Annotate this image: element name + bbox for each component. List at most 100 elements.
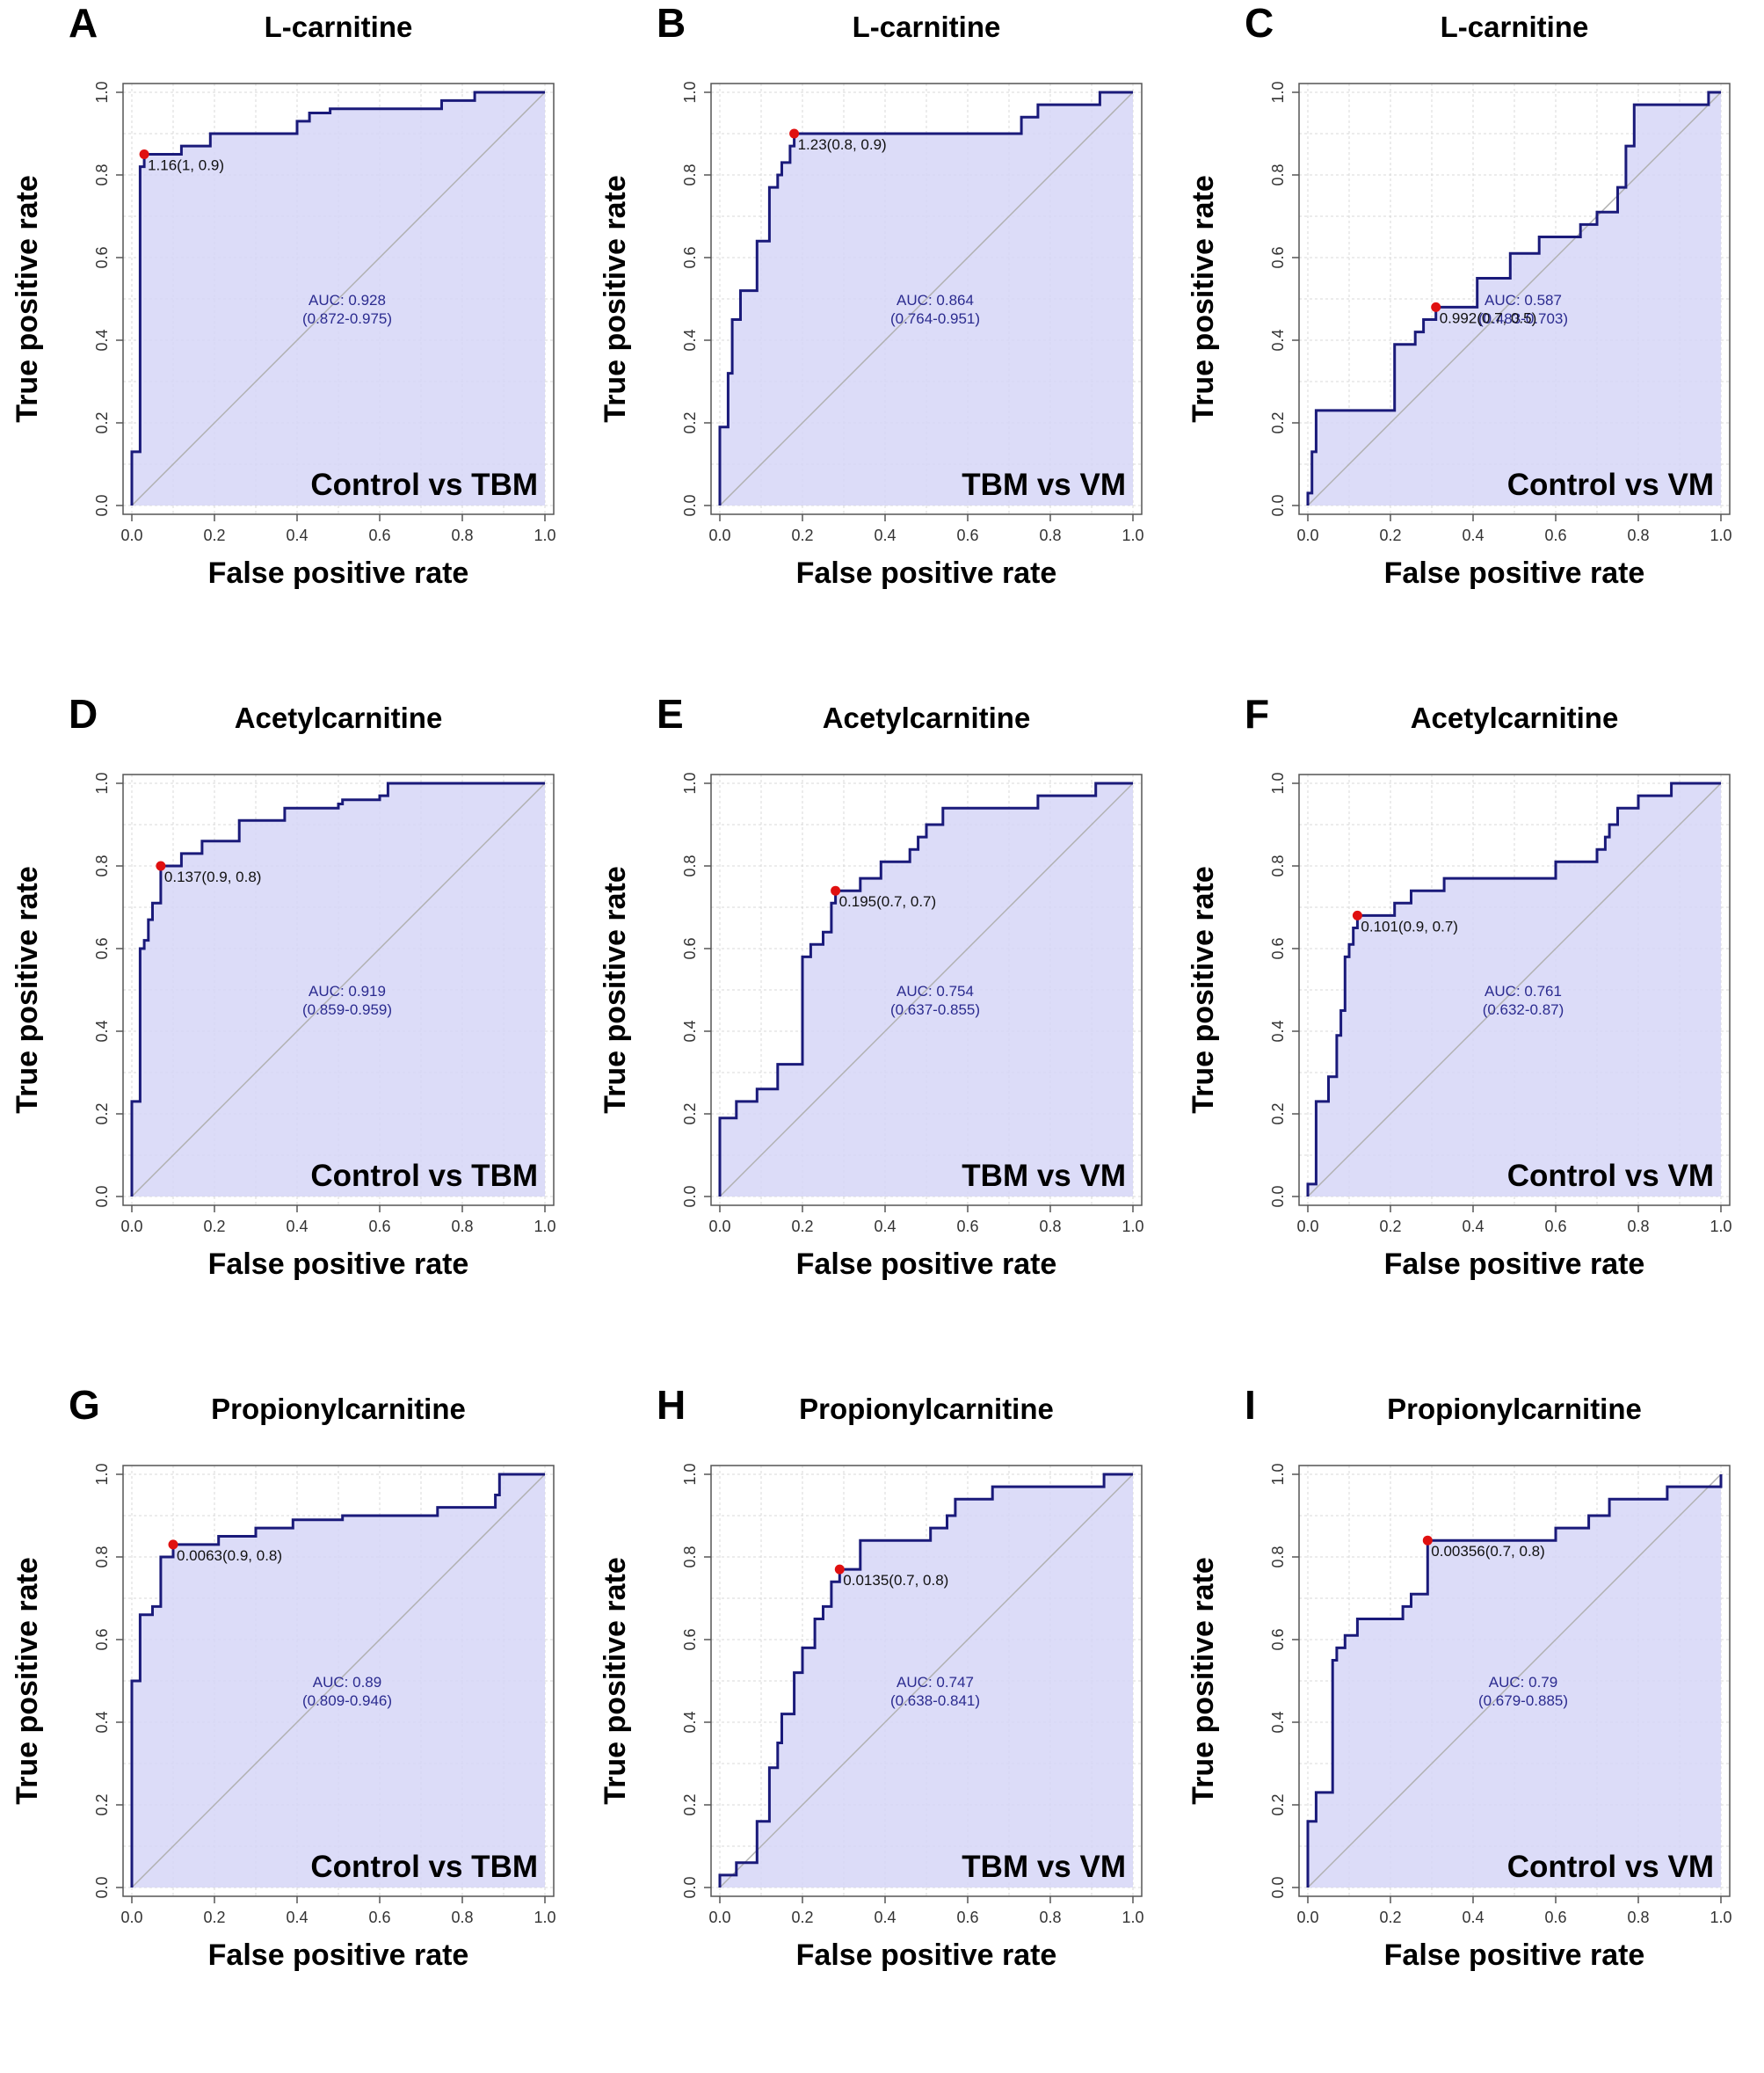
- threshold-label: 0.00356(0.7, 0.8): [1431, 1543, 1544, 1560]
- threshold-point: [831, 885, 841, 896]
- x-axis-label: False positive rate: [1384, 556, 1645, 590]
- x-tick-label: 1.0: [1710, 1218, 1731, 1235]
- y-tick-label: 0.2: [93, 1793, 111, 1815]
- chart-title: Acetylcarnitine: [823, 702, 1031, 734]
- x-axis-label: False positive rate: [796, 1247, 1057, 1281]
- y-tick-label: 0.4: [93, 329, 111, 351]
- y-tick-label: 0.2: [1269, 1102, 1287, 1124]
- x-tick-label: 0.6: [368, 1218, 390, 1235]
- y-tick-label: 0.0: [1269, 1185, 1287, 1207]
- y-tick-label: 1.0: [681, 1463, 699, 1485]
- chart-title: L-carnitine: [265, 11, 413, 43]
- roc-curve: [1306, 782, 1721, 1197]
- threshold-label: 0.0135(0.7, 0.8): [843, 1572, 948, 1589]
- x-tick-label: 0.2: [1379, 1218, 1401, 1235]
- auc-ci-label: (0.632-0.87): [1483, 1001, 1564, 1018]
- threshold-point: [1431, 302, 1441, 312]
- x-axis-label: False positive rate: [208, 556, 469, 590]
- threshold-point: [1352, 910, 1362, 920]
- y-tick-label: 0.4: [1269, 1711, 1287, 1733]
- panel-letter: A: [69, 0, 98, 46]
- reference-diagonal: [719, 1473, 1134, 1888]
- plot-frame: [710, 774, 1143, 1206]
- y-tick-label: 1.0: [1269, 1463, 1287, 1485]
- reference-diagonal: [1307, 782, 1722, 1197]
- threshold-point: [168, 1539, 178, 1550]
- x-tick-label: 0.0: [120, 527, 142, 544]
- comparison-label: Control vs VM: [1507, 1850, 1714, 1884]
- x-axis-label: False positive rate: [208, 1938, 469, 1972]
- auc-ci-label: (0.872-0.975): [302, 310, 392, 327]
- roc-chart-i: I Propionylcarnitine 0.0 0.0 0.2 0.2 0.4 0.4 0.6…: [1187, 1382, 1732, 1972]
- auc-ci-label: (0.483-0.703): [1478, 310, 1568, 327]
- x-tick-label: 0.2: [791, 527, 813, 544]
- roc-curve: [1306, 91, 1721, 506]
- roc-chart-h: H Propionylcarnitine 0.0 0.0 0.2 0.2 0.4 0.4 0.6…: [599, 1382, 1144, 1972]
- x-tick-label: 0.0: [708, 1909, 730, 1926]
- roc-chart-d: D Acetylcarnitine 0.0 0.0 0.2 0.2 0.4 0.4 0.6 0.6…: [11, 691, 556, 1281]
- y-tick-label: 0.6: [681, 1628, 699, 1650]
- comparison-label: TBM vs VM: [962, 1850, 1126, 1884]
- y-tick-label: 0.0: [1269, 494, 1287, 516]
- roc-chart-c: C L-carnitine 0.0 0.0 0.2 0.2 0.4 0.4 0.6 0.6 0.8 0…: [1187, 0, 1732, 590]
- comparison-label: Control vs TBM: [310, 468, 538, 502]
- x-tick-label: 1.0: [534, 527, 555, 544]
- chart-title: Acetylcarnitine: [235, 702, 443, 734]
- x-tick-label: 0.4: [874, 1909, 896, 1926]
- x-tick-label: 1.0: [1710, 527, 1731, 544]
- roc-curve: [130, 91, 545, 506]
- roc-panel-b: B L-carnitine 0.0 0.0 0.2 0.2 0.4 0.4 0.6 0.6 0.8 0…: [588, 0, 1176, 691]
- threshold-point: [156, 861, 166, 871]
- threshold-label: 0.101(0.9, 0.7): [1361, 918, 1458, 935]
- x-tick-label: 1.0: [1122, 527, 1143, 544]
- y-axis-label: True positive rate: [11, 1557, 44, 1805]
- x-tick-label: 0.8: [1627, 1909, 1649, 1926]
- y-tick-label: 1.0: [1269, 81, 1287, 103]
- threshold-point: [139, 149, 149, 159]
- y-tick-label: 0.8: [681, 855, 699, 876]
- y-tick-label: 0.0: [93, 494, 111, 516]
- x-tick-label: 0.0: [1296, 1909, 1318, 1926]
- y-tick-label: 0.4: [1269, 1020, 1287, 1042]
- roc-curve: [718, 91, 1133, 506]
- x-tick-label: 0.2: [1379, 1909, 1401, 1926]
- y-tick-label: 1.0: [1269, 772, 1287, 794]
- y-tick-label: 0.4: [681, 1020, 699, 1042]
- x-tick-label: 0.6: [368, 1909, 390, 1926]
- y-tick-label: 1.0: [93, 81, 111, 103]
- roc-curve: [718, 1473, 1133, 1888]
- x-tick-label: 0.0: [708, 1218, 730, 1235]
- y-tick-label: 0.2: [1269, 1793, 1287, 1815]
- x-axis-label: False positive rate: [796, 1938, 1057, 1972]
- comparison-label: Control vs TBM: [310, 1159, 538, 1193]
- x-tick-label: 0.0: [1296, 1218, 1318, 1235]
- x-tick-label: 0.2: [203, 1909, 225, 1926]
- roc-chart-f: F Acetylcarnitine 0.0 0.0 0.2 0.2 0.4 0.4 0.6 0.6…: [1187, 691, 1732, 1281]
- threshold-label: 1.16(1, 0.9): [148, 157, 224, 174]
- x-tick-label: 0.8: [1627, 1218, 1649, 1235]
- y-tick-label: 0.2: [93, 411, 111, 433]
- plot-frame: [1298, 1465, 1731, 1897]
- reference-diagonal: [1307, 91, 1722, 506]
- auc-label: AUC: 0.587: [1485, 292, 1562, 309]
- y-tick-label: 0.8: [681, 164, 699, 185]
- x-tick-label: 0.2: [791, 1909, 813, 1926]
- y-tick-label: 0.2: [681, 411, 699, 433]
- threshold-label: 0.195(0.7, 0.7): [839, 893, 937, 910]
- y-tick-label: 0.6: [93, 1628, 111, 1650]
- plot-frame: [1298, 83, 1731, 515]
- chart-title: Propionylcarnitine: [1387, 1393, 1642, 1425]
- auc-ci-label: (0.859-0.959): [302, 1001, 392, 1018]
- auc-ci-label: (0.637-0.855): [890, 1001, 980, 1018]
- x-tick-label: 0.4: [874, 527, 896, 544]
- x-tick-label: 0.8: [1039, 1218, 1061, 1235]
- roc-panel-f: F Acetylcarnitine 0.0 0.0 0.2 0.2 0.4 0.4 0.6 0.6…: [1176, 691, 1764, 1382]
- y-tick-label: 0.6: [681, 246, 699, 268]
- auc-label: AUC: 0.761: [1485, 983, 1562, 1000]
- y-tick-label: 0.8: [1269, 164, 1287, 185]
- auc-label: AUC: 0.864: [897, 292, 974, 309]
- y-tick-label: 0.6: [1269, 1628, 1287, 1650]
- x-tick-label: 1.0: [534, 1218, 555, 1235]
- x-tick-label: 0.6: [368, 527, 390, 544]
- y-tick-label: 0.2: [1269, 411, 1287, 433]
